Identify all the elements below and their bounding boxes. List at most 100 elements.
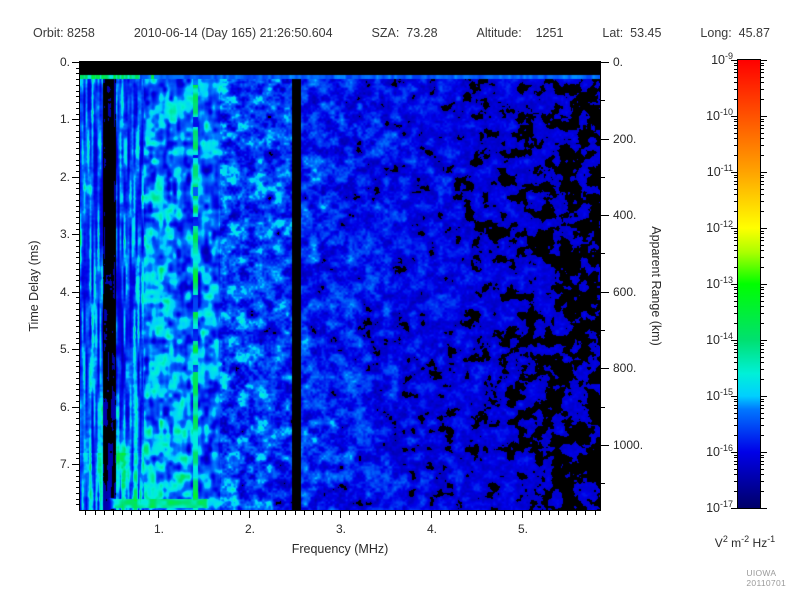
y-axis-minor-tick [76, 470, 80, 471]
x-axis-major-tick [522, 511, 523, 518]
colorbar-major-tick [761, 396, 767, 397]
colorbar-minor-tick [761, 231, 764, 232]
y-axis-minor-tick [76, 297, 80, 298]
colorbar-major-tick [731, 172, 737, 173]
y-axis-minor-tick [76, 280, 80, 281]
y-axis-minor-tick [76, 183, 80, 184]
colorbar-minor-tick [734, 82, 737, 83]
x-axis-minor-tick [549, 511, 550, 515]
colorbar-minor-tick [761, 401, 764, 402]
y-axis-minor-tick [76, 435, 80, 436]
x-axis-minor-tick [295, 511, 296, 515]
x-axis-minor-tick [331, 511, 332, 515]
y-axis-minor-tick [76, 114, 80, 115]
colorbar-minor-tick [761, 349, 764, 350]
colorbar-minor-tick [761, 233, 764, 234]
y-axis-minor-tick [76, 389, 80, 390]
colorbar-minor-tick [734, 267, 737, 268]
colorbar-minor-tick [761, 189, 764, 190]
x-axis-major-tick [158, 511, 159, 518]
colorbar-minor-tick [734, 464, 737, 465]
y-axis-minor-tick [76, 453, 80, 454]
colorbar-tick-label: 10-16 [706, 442, 733, 459]
colorbar-minor-tick [734, 287, 737, 288]
y-axis-minor-tick [76, 332, 80, 333]
y-axis-minor-tick [76, 384, 80, 385]
y-axis-title-left: Time Delay (ms) [27, 240, 41, 332]
colorbar-minor-tick [734, 405, 737, 406]
y-axis-minor-tick [76, 96, 80, 97]
colorbar-minor-tick [734, 257, 737, 258]
colorbar-minor-tick [761, 474, 764, 475]
colorbar-minor-tick [734, 491, 737, 492]
colorbar-minor-tick [734, 240, 737, 241]
x-axis-minor-tick [422, 511, 423, 515]
y-axis-minor-tick [76, 68, 80, 69]
spectrogram-canvas [80, 62, 600, 510]
x-axis-minor-tick [195, 511, 196, 515]
x-axis-minor-tick [385, 511, 386, 515]
colorbar-minor-tick [761, 77, 764, 78]
colorbar-tick-label: 10-9 [711, 50, 733, 67]
y-axis-minor-tick [76, 108, 80, 109]
colorbar-minor-tick [761, 323, 764, 324]
y-axis-tick-label: 0. [59, 55, 70, 69]
colorbar-minor-tick [734, 155, 737, 156]
colorbar-minor-tick [734, 474, 737, 475]
x-axis-minor-tick [476, 511, 477, 515]
x-axis-minor-tick [285, 511, 286, 515]
colorbar-minor-tick [734, 184, 737, 185]
colorbar-tick-label: 10-14 [706, 330, 733, 347]
x-axis-tick-label: 5. [517, 522, 529, 536]
x-axis-minor-tick [504, 511, 505, 515]
y-axis-minor-tick [76, 131, 80, 132]
y-axis-minor-tick [76, 441, 80, 442]
colorbar-minor-tick [734, 408, 737, 409]
x-axis-minor-tick [558, 511, 559, 515]
altitude-field: Altitude: 1251 [476, 26, 564, 40]
y-axis-minor-tick [76, 487, 80, 488]
x-axis-title: Frequency (MHz) [291, 542, 389, 556]
y2-axis-minor-tick [601, 100, 605, 101]
x-axis-minor-tick [258, 511, 259, 515]
colorbar-minor-tick [734, 121, 737, 122]
colorbar-minor-tick [761, 250, 764, 251]
x-axis-minor-tick [267, 511, 268, 515]
colorbar-minor-tick [734, 399, 737, 400]
colorbar-minor-tick [761, 293, 764, 294]
y2-axis-tick-label: 800. [613, 361, 637, 375]
colorbar-minor-tick [761, 352, 764, 353]
colorbar-minor-tick [761, 464, 764, 465]
x-axis-minor-tick [104, 511, 105, 515]
colorbar-minor-tick [761, 405, 764, 406]
x-axis-minor-tick [304, 511, 305, 515]
colorbar-tick-label: 10-17 [706, 498, 733, 515]
y-axis-major-tick [72, 234, 80, 235]
y2-axis-major-tick [601, 139, 609, 140]
y-axis-minor-tick [76, 269, 80, 270]
y-axis-minor-tick [76, 395, 80, 396]
colorbar-minor-tick [734, 455, 737, 456]
x-axis-tick-label: 1. [153, 522, 165, 536]
y-axis-minor-tick [76, 493, 80, 494]
colorbar-minor-tick [734, 77, 737, 78]
colorbar-major-tick [761, 172, 767, 173]
colorbar-minor-tick [761, 357, 764, 358]
x-axis-minor-tick [113, 511, 114, 515]
y-axis-tick-label: 6. [59, 400, 70, 414]
y-axis-minor-tick [76, 343, 80, 344]
y-axis-minor-tick [76, 223, 80, 224]
colorbar-tick-label: 10-13 [706, 274, 733, 291]
colorbar-tick-label: 10-11 [706, 162, 733, 179]
lat-field: Lat: 53.45 [602, 26, 662, 40]
x-axis-minor-tick [449, 511, 450, 515]
colorbar-minor-tick [761, 461, 764, 462]
colorbar-minor-tick [734, 345, 737, 346]
colorbar-minor-tick [734, 296, 737, 297]
y-axis-minor-tick [76, 206, 80, 207]
x-axis-minor-tick [322, 511, 323, 515]
colorbar-minor-tick [734, 99, 737, 100]
colorbar-minor-tick [761, 289, 764, 290]
y-axis-minor-tick [76, 200, 80, 201]
